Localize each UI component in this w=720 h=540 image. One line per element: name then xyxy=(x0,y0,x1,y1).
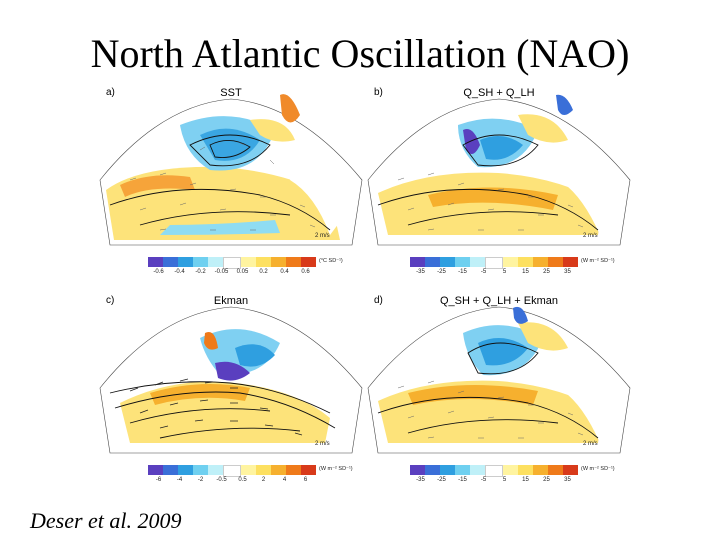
vector-scale-label: 2 m/s xyxy=(315,441,330,447)
tick-label: -0.05 xyxy=(214,269,229,275)
vector-scale-label: 2 m/s xyxy=(583,441,598,447)
colorbar xyxy=(410,257,579,269)
colorbar-ticks: -6 -4 -2 -0.5 0.5 2 4 6 xyxy=(148,477,316,483)
map-sst xyxy=(99,94,363,246)
tick-label: -15 xyxy=(458,477,467,483)
colorbar xyxy=(148,257,317,269)
map-ekman xyxy=(99,306,363,454)
tick-label: 0.05 xyxy=(236,269,249,275)
tick-label: -5 xyxy=(480,477,487,483)
panel-letter: d) xyxy=(374,295,383,306)
tick-label: 2 xyxy=(261,477,266,483)
tick-label: 35 xyxy=(564,477,571,483)
colorbar xyxy=(410,465,579,477)
tick-label: 0.4 xyxy=(280,269,289,275)
figure-panel-b: b) Q_SH + Q_LH 2 m/s -35 -25 -15 -5 5 15… xyxy=(367,85,631,280)
slide-title: North Atlantic Oscillation (NAO) xyxy=(90,31,630,76)
tick-label: 35 xyxy=(564,269,571,275)
tick-label: -25 xyxy=(437,477,446,483)
tick-label: 15 xyxy=(522,269,529,275)
tick-label: 4 xyxy=(282,477,287,483)
tick-label: -0.5 xyxy=(216,477,227,483)
tick-label: -4 xyxy=(176,477,183,483)
panel-title: Ekman xyxy=(213,295,249,307)
tick-label: 5 xyxy=(502,477,507,483)
figure-panel-d: d) Q_SH + Q_LH + Ekman 2 m/s -35 -25 -15… xyxy=(367,293,631,488)
vector-scale-label: 2 m/s xyxy=(583,233,598,239)
tick-label: -0.2 xyxy=(195,269,206,275)
tick-label: 15 xyxy=(522,477,529,483)
panel-letter: c) xyxy=(106,295,115,306)
colorbar-units: (°C SD⁻¹) xyxy=(319,258,343,264)
tick-label: 25 xyxy=(543,269,550,275)
colorbar-ticks: -0.6 -0.4 -0.2 -0.05 0.05 0.2 0.4 0.6 xyxy=(148,269,316,275)
map-heat-flux xyxy=(367,94,631,246)
tick-label: -5 xyxy=(480,269,487,275)
tick-label: 5 xyxy=(502,269,507,275)
vector-scale-label: 2 m/s xyxy=(315,233,330,239)
panel-title: Q_SH + Q_LH + Ekman xyxy=(440,295,558,307)
tick-label: 25 xyxy=(543,477,550,483)
tick-label: -0.4 xyxy=(174,269,185,275)
tick-label: -0.6 xyxy=(153,269,164,275)
colorbar-units: (W m⁻² SD⁻¹) xyxy=(581,258,615,264)
panel-letter: a) xyxy=(106,87,115,98)
tick-label: -2 xyxy=(197,477,204,483)
colorbar-units: (W m⁻² SD⁻¹) xyxy=(581,466,615,472)
tick-label: 0.2 xyxy=(259,269,268,275)
citation: Deser et al. 2009 xyxy=(30,508,182,533)
colorbar-ticks: -35 -25 -15 -5 5 15 25 35 xyxy=(410,477,578,483)
tick-label: 6 xyxy=(303,477,308,483)
colorbar-ticks: -35 -25 -15 -5 5 15 25 35 xyxy=(410,269,578,275)
tick-label: 0.5 xyxy=(238,477,247,483)
tick-label: -25 xyxy=(437,269,446,275)
map-combined-flux xyxy=(367,306,631,454)
panel-title: SST xyxy=(220,87,242,99)
panel-letter: b) xyxy=(374,87,383,98)
colorbar-units: (W m⁻² SD⁻¹) xyxy=(319,466,353,472)
figure-panel-a: a) SST 2 m/s -0.6 -0.4 -0.2 -0.05 0.05 0… xyxy=(99,85,363,280)
tick-label: -6 xyxy=(155,477,162,483)
figure-panel-c: c) Ekman 2 m/s -6 -4 -2 -0.5 0.5 2 4 6 (… xyxy=(99,293,363,488)
tick-label: -15 xyxy=(458,269,467,275)
tick-label: 0.6 xyxy=(301,269,310,275)
tick-label: -35 xyxy=(416,269,425,275)
colorbar xyxy=(148,465,317,477)
panel-title: Q_SH + Q_LH xyxy=(463,87,535,99)
tick-label: -35 xyxy=(416,477,425,483)
